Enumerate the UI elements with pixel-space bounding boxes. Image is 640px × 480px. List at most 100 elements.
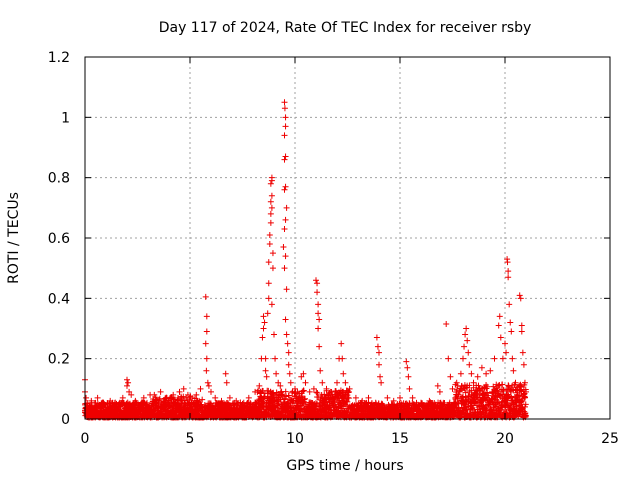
data-point <box>319 379 326 386</box>
data-point <box>202 293 209 300</box>
data-point <box>373 334 380 341</box>
data-point <box>252 388 259 395</box>
data-point <box>406 385 413 392</box>
data-point <box>301 395 308 402</box>
x-tick-label: 10 <box>286 431 304 447</box>
data-point <box>277 382 284 389</box>
data-point <box>282 114 289 121</box>
data-point <box>374 343 381 350</box>
data-point <box>516 392 523 399</box>
data-point <box>512 379 519 386</box>
data-point <box>505 274 512 281</box>
data-point <box>170 391 177 398</box>
data-point <box>205 382 212 389</box>
data-point <box>282 253 289 260</box>
data-point <box>132 397 139 404</box>
data-point <box>376 361 382 368</box>
data-point <box>180 393 187 400</box>
data-point <box>318 391 325 398</box>
data-point <box>283 393 290 400</box>
data-point <box>445 355 452 362</box>
data-point <box>475 382 482 389</box>
data-point <box>282 153 289 160</box>
data-point <box>462 331 469 338</box>
data-point <box>265 280 272 287</box>
data-point <box>436 388 443 395</box>
data-point <box>260 325 267 332</box>
data-point <box>384 394 391 401</box>
data-point <box>298 373 305 380</box>
data-point <box>378 379 385 386</box>
data-point <box>519 349 526 356</box>
data-point <box>316 316 323 323</box>
data-point <box>346 385 353 392</box>
data-point <box>256 382 263 389</box>
data-point <box>100 400 107 407</box>
data-point <box>517 295 524 302</box>
data-point <box>478 364 485 371</box>
data-point <box>426 397 433 404</box>
data-point <box>281 265 288 272</box>
data-point <box>316 343 323 350</box>
data-point <box>487 367 494 374</box>
data-point <box>503 349 510 356</box>
data-point <box>474 395 481 402</box>
data-point <box>272 355 279 362</box>
data-point <box>265 259 272 266</box>
data-point <box>397 394 403 401</box>
data-point <box>266 231 273 238</box>
data-point <box>124 376 130 383</box>
data-point <box>281 105 288 112</box>
x-tick-label: 25 <box>601 431 619 447</box>
data-point <box>140 394 147 401</box>
data-point <box>342 379 349 386</box>
data-point <box>447 373 454 380</box>
data-point <box>404 364 411 371</box>
data-point <box>464 337 471 344</box>
data-point <box>518 383 525 390</box>
data-point <box>484 389 491 396</box>
x-tick-label: 20 <box>496 431 514 447</box>
data-point <box>107 397 114 404</box>
data-point <box>506 301 513 308</box>
data-point <box>212 394 219 401</box>
data-point <box>522 413 529 420</box>
data-point <box>113 400 120 407</box>
data-point <box>453 379 460 386</box>
data-point <box>495 322 502 329</box>
data-point <box>267 180 274 187</box>
data-point <box>449 385 456 392</box>
x-tick-label: 15 <box>391 431 409 447</box>
data-point <box>463 325 470 332</box>
data-point <box>233 397 240 404</box>
data-point <box>281 225 288 232</box>
data-point <box>263 373 270 380</box>
data-point <box>282 216 289 223</box>
y-tick-label: 0.4 <box>48 291 70 307</box>
data-point <box>499 381 506 388</box>
data-point <box>287 379 294 386</box>
data-point <box>484 383 491 390</box>
data-point <box>285 392 292 399</box>
data-point <box>359 397 366 404</box>
data-point <box>261 393 268 400</box>
data-point <box>521 394 528 401</box>
data-points <box>82 99 529 421</box>
x-tick-label: 0 <box>81 431 90 447</box>
data-point <box>282 316 289 323</box>
data-point <box>379 401 386 408</box>
data-point <box>313 277 319 284</box>
data-point <box>301 396 308 403</box>
data-point <box>300 370 307 377</box>
data-point <box>223 379 230 386</box>
data-point <box>281 99 288 106</box>
data-point <box>262 355 269 362</box>
data-point <box>261 319 268 326</box>
data-point <box>265 295 272 302</box>
data-point <box>302 379 309 386</box>
data-point <box>151 391 158 398</box>
data-point <box>280 244 287 251</box>
data-point <box>268 301 275 308</box>
data-point <box>460 393 466 400</box>
data-point <box>518 328 525 335</box>
